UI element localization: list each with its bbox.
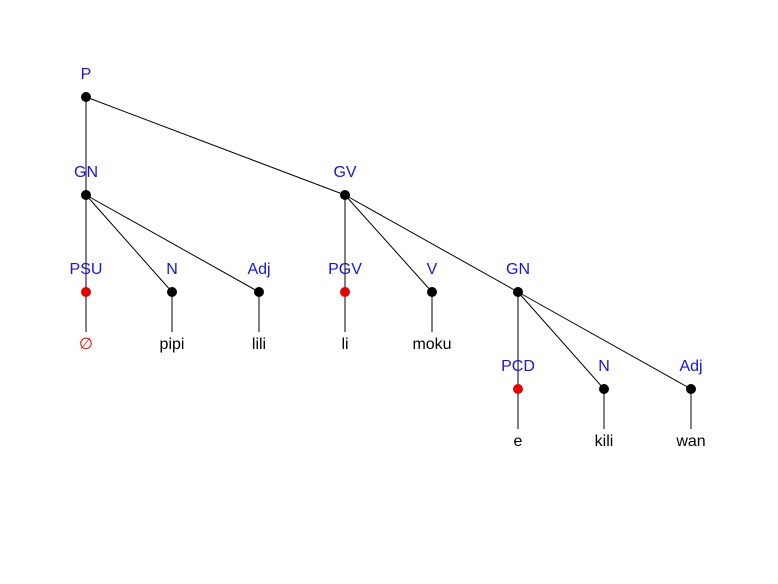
- word-connectors: [85, 292, 692, 429]
- word-label: lili: [252, 336, 266, 353]
- category-label-psu: PSU: [70, 261, 103, 278]
- tree-edge-gn1-adj1: [85, 194, 260, 293]
- word-label: pipi: [160, 336, 185, 353]
- word-label: e: [514, 433, 523, 450]
- tree-node-p: [81, 92, 91, 102]
- category-label-v: V: [427, 261, 438, 278]
- tree-edge-gn2-n2: [517, 291, 605, 390]
- category-label-n1: N: [166, 261, 178, 278]
- tree-edge-gv-gn2: [344, 194, 519, 293]
- category-label-n2: N: [598, 358, 610, 375]
- tree-node-gn1: [81, 190, 91, 200]
- word-label: wan: [675, 433, 705, 450]
- category-label-gv: GV: [333, 164, 356, 181]
- tree-node-v: [427, 287, 437, 297]
- tree-node-gv: [340, 190, 350, 200]
- tree-edge-gv-v: [344, 194, 433, 293]
- tree-node-pgv: [340, 287, 350, 297]
- empty-word-symbol: ∅: [79, 336, 93, 353]
- tree-node-n2: [599, 384, 609, 394]
- tree-nodes: [81, 92, 696, 394]
- word-label: li: [341, 336, 348, 353]
- category-label-pgv: PGV: [328, 261, 362, 278]
- tree-edge-p-gv: [85, 96, 346, 196]
- tree-node-gn2: [513, 287, 523, 297]
- category-label-adj2: Adj: [679, 358, 702, 375]
- category-label-p: P: [81, 66, 92, 83]
- category-label-gn2: GN: [506, 261, 530, 278]
- tree-node-pcd: [513, 384, 523, 394]
- category-label-pcd: PCD: [501, 358, 535, 375]
- tree-edges: [85, 96, 692, 390]
- category-labels: P GN GV PSU N Adj PGV V GN PCD N Adj: [70, 66, 703, 375]
- category-label-gn1: GN: [74, 164, 98, 181]
- word-label: kili: [595, 433, 614, 450]
- tree-node-n1: [167, 287, 177, 297]
- tree-node-psu: [81, 287, 91, 297]
- tree-node-adj2: [686, 384, 696, 394]
- tree-node-adj1: [254, 287, 264, 297]
- category-label-adj1: Adj: [247, 261, 270, 278]
- tree-edge-gn1-n1: [85, 194, 173, 293]
- word-label: moku: [412, 336, 451, 353]
- tree-edge-gn2-adj2: [517, 291, 692, 390]
